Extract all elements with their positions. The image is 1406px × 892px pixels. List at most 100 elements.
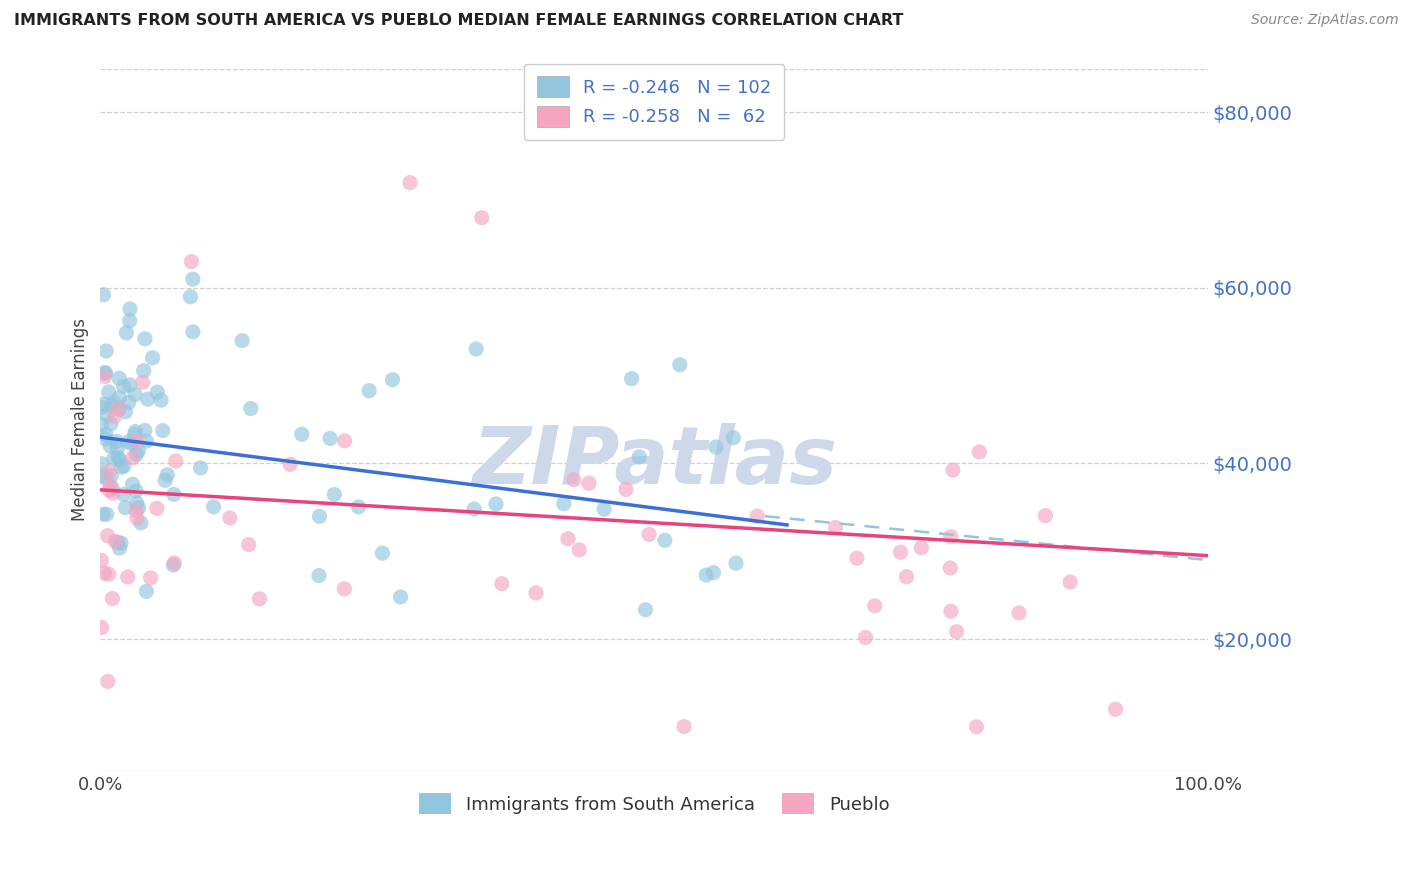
Point (855, 631, 877, 645)
Point (291, 427, 314, 442)
Point (1059, 574, 1081, 589)
Point (347, 500, 370, 514)
Point (96, 408, 118, 422)
Point (118, 301, 141, 316)
Point (118, 378, 141, 392)
Point (1104, 702, 1126, 716)
Point (105, 434, 128, 449)
Point (103, 451, 125, 466)
Point (114, 500, 136, 515)
Point (112, 487, 135, 501)
Point (152, 424, 174, 438)
Point (142, 351, 165, 365)
Point (747, 509, 769, 524)
Point (239, 401, 262, 416)
Point (889, 545, 911, 559)
Point (381, 373, 404, 387)
Point (153, 473, 176, 487)
Point (104, 534, 127, 549)
Point (121, 477, 143, 491)
Point (96, 507, 118, 521)
Point (485, 497, 508, 511)
Point (98, 483, 121, 498)
Point (165, 454, 187, 468)
Point (389, 590, 412, 604)
Point (127, 443, 149, 458)
Point (104, 409, 127, 424)
Point (163, 487, 186, 501)
Point (162, 558, 184, 572)
Point (114, 405, 136, 419)
Legend: Immigrants from South America, Pueblo: Immigrants from South America, Pueblo (408, 782, 900, 825)
Point (100, 399, 122, 413)
Point (134, 424, 156, 438)
Point (98, 478, 121, 492)
Point (333, 434, 356, 448)
Point (524, 586, 547, 600)
Point (124, 425, 146, 439)
Point (620, 371, 643, 385)
Point (124, 387, 146, 401)
Point (101, 591, 124, 606)
Point (249, 591, 271, 606)
Point (94, 427, 117, 442)
Point (101, 482, 124, 496)
Point (132, 363, 155, 377)
Point (125, 496, 148, 510)
Point (146, 385, 169, 400)
Point (156, 467, 179, 482)
Point (94, 366, 117, 380)
Point (90, 620, 112, 634)
Point (634, 603, 657, 617)
Point (97, 529, 120, 543)
Point (945, 624, 967, 639)
Point (110, 536, 132, 550)
Point (939, 604, 962, 618)
Point (93, 397, 115, 411)
Point (108, 371, 131, 385)
Point (150, 393, 173, 408)
Point (94, 366, 117, 380)
Point (107, 450, 129, 465)
Point (593, 502, 616, 516)
Point (107, 401, 129, 416)
Point (110, 460, 132, 475)
Point (132, 376, 155, 390)
Point (824, 520, 846, 534)
Point (94, 343, 117, 358)
Point (702, 566, 724, 580)
Point (105, 442, 128, 456)
Point (107, 535, 129, 549)
Point (181, 325, 204, 339)
Point (146, 501, 169, 516)
Point (1035, 508, 1057, 523)
Point (190, 461, 212, 475)
Point (724, 556, 747, 570)
Point (628, 450, 651, 464)
Point (108, 402, 131, 417)
Point (98, 439, 121, 453)
Point (136, 392, 159, 406)
Point (117, 570, 139, 584)
Point (939, 530, 962, 544)
Point (695, 568, 717, 582)
Y-axis label: Median Female Earnings: Median Female Earnings (72, 318, 89, 521)
Point (562, 473, 585, 487)
Point (122, 450, 145, 465)
Point (90, 417, 112, 432)
Point (231, 334, 253, 348)
Point (93, 287, 115, 301)
Point (118, 314, 141, 328)
Point (108, 452, 131, 467)
Point (121, 436, 143, 450)
Point (218, 511, 240, 525)
Point (371, 546, 394, 560)
Point (90, 553, 112, 567)
Point (125, 483, 148, 498)
Point (108, 541, 131, 556)
Point (125, 434, 148, 449)
Point (112, 379, 135, 393)
Point (90, 469, 112, 483)
Point (638, 527, 661, 541)
Point (91, 508, 114, 522)
